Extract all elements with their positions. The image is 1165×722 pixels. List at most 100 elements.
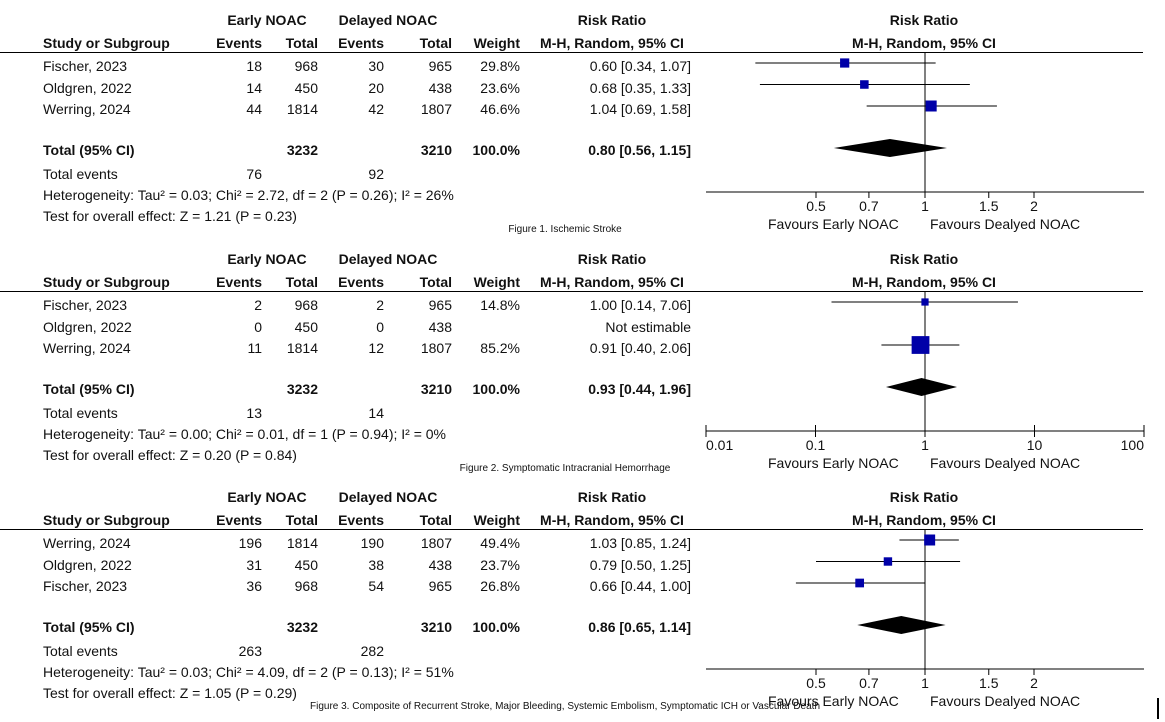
row-events-delayed: 190 [360, 535, 384, 551]
row-study-name: Werring, 2024 [43, 101, 131, 117]
row-weight: 46.6% [480, 101, 520, 117]
row-events-delayed: 20 [368, 79, 384, 96]
forest-plot: 0.5 0.7 1 1.5 2 [706, 529, 1144, 691]
figure-caption: Figure 1. Ischemic Stroke [508, 224, 622, 235]
row-total-delayed: 438 [428, 318, 452, 335]
events-delayed: 92 [368, 166, 384, 182]
row-total-delayed: 1807 [420, 340, 452, 356]
x-tick-label: 0.01 [706, 437, 733, 453]
row-study-name: Oldgren, 2022 [43, 556, 132, 573]
total-n-early: 3232 [286, 142, 318, 158]
row-study-name: Fischer, 2023 [43, 58, 128, 74]
header-study: Study or Subgroup [43, 35, 170, 51]
forest-plot: 0.5 0.7 1 1.5 2 [706, 52, 1144, 214]
header-method: M-H, Random, 95% CI [540, 274, 684, 290]
header-method-plot: M-H, Random, 95% CI [852, 35, 996, 51]
events-label: Total events [43, 405, 118, 421]
total-label: Total (95% CI) [43, 142, 135, 158]
favours-delayed-label: Favours Dealyed NOAC [930, 216, 1081, 232]
row-events-early: 31 [246, 556, 262, 573]
header-early-noac: Early NOAC [227, 12, 307, 28]
row-total-delayed: 1807 [420, 535, 452, 551]
total-weight: 100.0% [472, 381, 520, 397]
row-ci: 0.60 [0.34, 1.07] [589, 58, 691, 74]
row-weight: 14.8% [480, 297, 520, 313]
header-study: Study or Subgroup [43, 274, 170, 290]
text-cursor [1157, 698, 1159, 719]
header-total-delayed: Total [419, 35, 452, 51]
header-risk-ratio-plot: Risk Ratio [889, 251, 959, 267]
header-total-delayed: Total [419, 512, 452, 528]
pooled-diamond [857, 616, 946, 634]
total-ci: 0.86 [0.65, 1.14] [588, 619, 691, 635]
row-ci: 0.68 [0.35, 1.33] [589, 79, 691, 96]
forest-panel-1: Early NOAC Delayed NOAC Risk Ratio Risk … [0, 0, 1165, 240]
header-events-delayed: Events [338, 35, 384, 51]
study-marker [925, 100, 937, 112]
row-study-name: Werring, 2024 [43, 535, 131, 551]
x-tick-label: 0.1 [806, 437, 826, 453]
row-events-delayed: 0 [376, 318, 384, 335]
events-label: Total events [43, 166, 118, 182]
row-weight: 23.6% [480, 79, 520, 96]
header-risk-ratio: Risk Ratio [577, 489, 647, 505]
total-label: Total (95% CI) [43, 381, 135, 397]
total-n-early: 3232 [286, 619, 318, 635]
row-total-delayed: 1807 [420, 101, 452, 117]
total-ci: 0.93 [0.44, 1.96] [588, 381, 691, 397]
row-events-early: 0 [254, 318, 262, 335]
events-delayed: 14 [368, 405, 384, 421]
total-n-early: 3232 [286, 381, 318, 397]
x-tick-label: 1 [921, 437, 929, 453]
row-events-early: 14 [246, 79, 262, 96]
x-tick-label: 0.5 [806, 675, 826, 691]
forest-panel-3: Early NOAC Delayed NOAC Risk Ratio Risk … [0, 477, 1165, 717]
study-marker [924, 534, 936, 546]
row-total-early: 450 [294, 79, 318, 96]
study-marker [921, 298, 929, 306]
header-events-delayed: Events [338, 512, 384, 528]
x-tick-label: 100 [1121, 437, 1145, 453]
favours-early-label: Favours Early NOAC [768, 216, 899, 232]
header-delayed-noac: Delayed NOAC [338, 12, 438, 28]
header-delayed-noac: Delayed NOAC [338, 489, 438, 505]
header-risk-ratio: Risk Ratio [577, 251, 647, 267]
row-events-delayed: 42 [368, 101, 384, 117]
row-total-early: 1814 [286, 535, 318, 551]
header-risk-ratio-plot: Risk Ratio [889, 12, 959, 28]
header-events-early: Events [216, 512, 262, 528]
study-marker [883, 557, 893, 566]
row-total-early: 968 [294, 58, 318, 74]
header-total-delayed: Total [419, 274, 452, 290]
row-ci: Not estimable [605, 318, 691, 335]
row-ci: 0.91 [0.40, 2.06] [589, 340, 691, 356]
header-method: M-H, Random, 95% CI [540, 512, 684, 528]
x-tick-label: 1.5 [979, 675, 999, 691]
header-rule [0, 291, 1143, 292]
header-total-early: Total [285, 274, 318, 290]
study-marker [840, 58, 850, 68]
row-events-delayed: 54 [368, 578, 384, 594]
row-study-name: Oldgren, 2022 [43, 318, 132, 335]
total-n-delayed: 3210 [420, 381, 452, 397]
overall-effect-text: Test for overall effect: Z = 0.20 (P = 0… [43, 447, 297, 463]
row-study-name: Fischer, 2023 [43, 297, 128, 313]
favours-delayed-label: Favours Dealyed NOAC [930, 455, 1081, 471]
row-study-name: Werring, 2024 [43, 340, 131, 356]
row-total-delayed: 965 [428, 578, 452, 594]
header-risk-ratio: Risk Ratio [577, 12, 647, 28]
row-total-early: 1814 [286, 340, 318, 356]
favours-early-label: Favours Early NOAC [768, 455, 899, 471]
x-tick-label: 0.7 [859, 198, 879, 214]
row-total-early: 1814 [286, 101, 318, 117]
header-rule [0, 52, 1143, 53]
row-weight: 49.4% [480, 535, 520, 551]
x-tick-label: 0.7 [859, 675, 879, 691]
row-study-name: Fischer, 2023 [43, 578, 128, 594]
pooled-diamond [885, 378, 958, 396]
row-weight: 26.8% [480, 578, 520, 594]
header-rule [0, 529, 1143, 530]
row-total-delayed: 965 [428, 297, 452, 313]
x-tick-label: 2 [1030, 198, 1038, 214]
row-ci: 0.79 [0.50, 1.25] [589, 556, 691, 573]
